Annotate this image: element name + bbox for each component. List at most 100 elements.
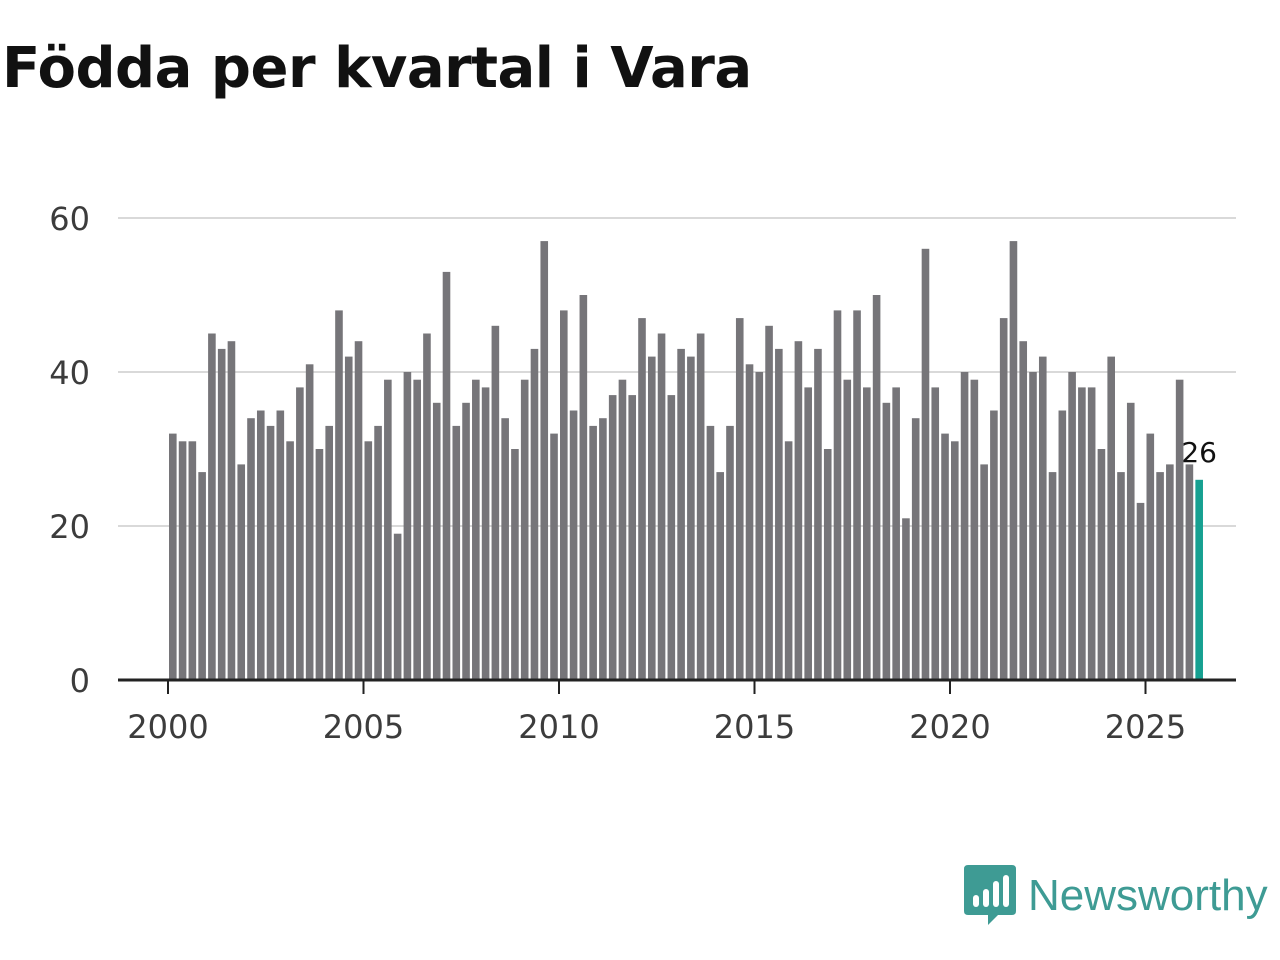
bar (237, 464, 246, 680)
bar (921, 248, 930, 681)
bar (765, 325, 773, 680)
bar (706, 425, 715, 680)
bar (217, 348, 226, 680)
bar (1166, 464, 1174, 680)
bar (999, 318, 1008, 680)
bar (364, 441, 373, 680)
bar (1136, 502, 1145, 680)
bar (804, 387, 812, 680)
y-tick-label: 0 (70, 662, 90, 700)
bar (442, 271, 451, 680)
bar (1048, 472, 1057, 680)
x-tick-label: 2015 (714, 708, 795, 746)
bar (696, 333, 705, 680)
y-tick-label: 60 (49, 200, 90, 238)
bar (687, 356, 695, 680)
bar (823, 449, 832, 680)
bar (1185, 464, 1194, 680)
bar (247, 418, 255, 680)
bar (511, 449, 519, 680)
bar (784, 441, 793, 680)
bar (1175, 379, 1184, 680)
bar (911, 418, 920, 680)
axes (118, 678, 1236, 694)
brand-name: Newsworthy (1028, 871, 1268, 920)
x-tick-label: 2005 (323, 708, 404, 746)
bar (951, 441, 959, 680)
bar (501, 418, 509, 680)
bar (941, 433, 949, 680)
bar (970, 379, 979, 680)
bar (892, 387, 900, 680)
bar (178, 441, 187, 680)
bar (667, 395, 676, 680)
bar (540, 241, 549, 680)
bar (1058, 410, 1067, 680)
bar (569, 410, 578, 680)
bar (560, 310, 568, 680)
bar (1126, 402, 1135, 680)
x-tick-label: 2020 (909, 708, 990, 746)
bar (315, 449, 324, 680)
x-tick-label: 2000 (127, 708, 208, 746)
bar (863, 387, 871, 680)
bar (198, 472, 206, 680)
bar (169, 433, 177, 680)
bar (882, 402, 891, 680)
labels: 0 20 40 60 2000 2005 2010 2015 2020 2025 26 (49, 200, 1217, 746)
bar (384, 379, 392, 680)
bar (755, 372, 764, 680)
bar (579, 295, 588, 680)
bar (1117, 472, 1125, 680)
bar (716, 472, 724, 680)
bar (608, 395, 617, 680)
bar (872, 295, 881, 680)
x-tick-label: 2010 (518, 708, 599, 746)
newsworthy-logo-icon (964, 865, 1016, 925)
bar (1097, 449, 1106, 680)
bar (902, 518, 910, 680)
bar (794, 341, 803, 680)
bar (335, 310, 343, 680)
bars (169, 241, 1203, 681)
bar (657, 333, 666, 680)
bar (931, 387, 940, 680)
bar (853, 310, 861, 680)
bar (423, 333, 431, 680)
bar (481, 387, 490, 680)
brand-logo[interactable]: Newsworthy (964, 864, 1268, 928)
bar (745, 364, 754, 680)
bar (647, 356, 656, 680)
bar (990, 410, 998, 680)
bar (403, 372, 412, 680)
bar (462, 402, 470, 680)
bar (472, 379, 480, 680)
bar (1038, 356, 1047, 680)
bar (1146, 433, 1155, 680)
bar (256, 410, 265, 680)
bar (286, 441, 294, 680)
bar (344, 356, 353, 680)
bar (980, 464, 988, 680)
bar (354, 341, 363, 680)
bar (550, 433, 558, 680)
bar (325, 425, 333, 680)
bar (677, 348, 685, 680)
bar (393, 533, 402, 680)
bar (305, 364, 314, 680)
bar (1078, 387, 1086, 680)
bar (530, 348, 539, 680)
bar (452, 425, 461, 680)
bar (374, 425, 382, 680)
bar (413, 379, 421, 680)
bar (520, 379, 529, 680)
bar (814, 348, 822, 680)
bar (833, 310, 842, 680)
bar (618, 379, 627, 680)
bar (296, 387, 304, 680)
bar (266, 425, 275, 680)
bar (276, 410, 285, 680)
bar (1009, 241, 1018, 680)
bar (227, 341, 236, 680)
